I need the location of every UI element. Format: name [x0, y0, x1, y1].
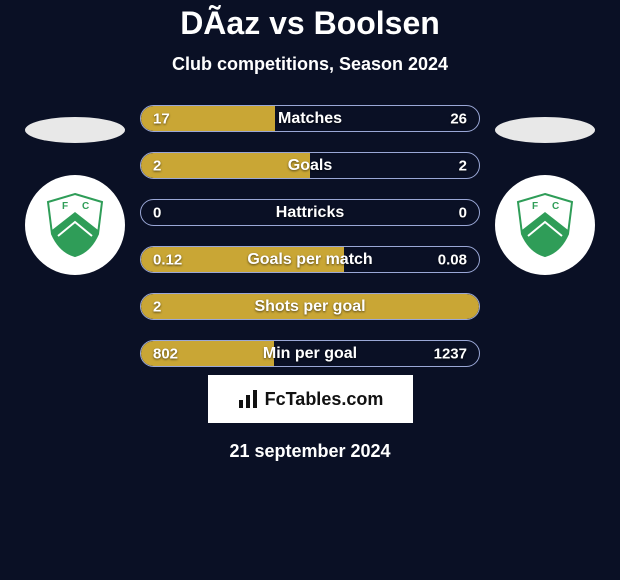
stat-label: Goals per match	[247, 251, 372, 269]
stat-bar: 0 Hattricks 0	[140, 199, 480, 226]
vs-label: vs	[269, 5, 305, 41]
right-club-badge-icon: F C	[495, 175, 595, 275]
stat-bar: 802 Min per goal 1237	[140, 340, 480, 367]
stat-left-value: 802	[153, 345, 178, 362]
svg-text:F: F	[532, 201, 538, 212]
svg-text:C: C	[552, 201, 559, 212]
stat-bar: 2 Goals 2	[140, 152, 480, 179]
brand-text: FcTables.com	[265, 389, 384, 410]
brand-badge: FcTables.com	[208, 375, 413, 423]
stat-label: Goals	[288, 157, 332, 175]
left-flag-icon	[25, 117, 125, 143]
brand-chart-icon	[237, 388, 259, 410]
stat-left-value: 2	[153, 298, 161, 315]
right-flag-icon	[495, 117, 595, 143]
stat-right-value: 2	[459, 157, 467, 174]
stat-bar: 2 Shots per goal	[140, 293, 480, 320]
stat-bar: 17 Matches 26	[140, 105, 480, 132]
svg-text:F: F	[62, 201, 68, 212]
stat-right-value: 1237	[434, 345, 467, 362]
stat-left-value: 2	[153, 157, 161, 174]
stat-right-value: 26	[450, 110, 467, 127]
stat-label: Shots per goal	[254, 298, 365, 316]
stat-right-value: 0.08	[438, 251, 467, 268]
stat-left-value: 0.12	[153, 251, 182, 268]
body-row: F C 17 Matches 26 2 Goals 2 0 Hattricks 0 0.12 Goa…	[0, 105, 620, 367]
stat-left-value: 17	[153, 110, 170, 127]
date-label: 21 september 2024	[229, 441, 390, 462]
stats-column: 17 Matches 26 2 Goals 2 0 Hattricks 0 0.12 Goals p…	[135, 105, 485, 367]
stat-label: Min per goal	[263, 345, 357, 363]
player1-name: DÃ­az	[180, 5, 260, 41]
left-badge-column: F C	[15, 105, 135, 275]
player2-name: Boolsen	[314, 5, 440, 41]
left-club-badge-icon: F C	[25, 175, 125, 275]
stat-label: Hattricks	[276, 204, 344, 222]
stat-fill	[141, 153, 310, 178]
stat-left-value: 0	[153, 204, 161, 221]
subtitle: Club competitions, Season 2024	[172, 54, 448, 75]
stat-right-value: 0	[459, 204, 467, 221]
page-title: DÃ­az vs Boolsen	[180, 5, 440, 42]
svg-text:C: C	[82, 201, 89, 212]
stat-label: Matches	[278, 110, 342, 128]
comparison-card: DÃ­az vs Boolsen Club competitions, Seas…	[0, 0, 620, 462]
shield-icon: F C	[44, 192, 106, 258]
right-badge-column: F C	[485, 105, 605, 275]
shield-icon: F C	[514, 192, 576, 258]
stat-bar: 0.12 Goals per match 0.08	[140, 246, 480, 273]
